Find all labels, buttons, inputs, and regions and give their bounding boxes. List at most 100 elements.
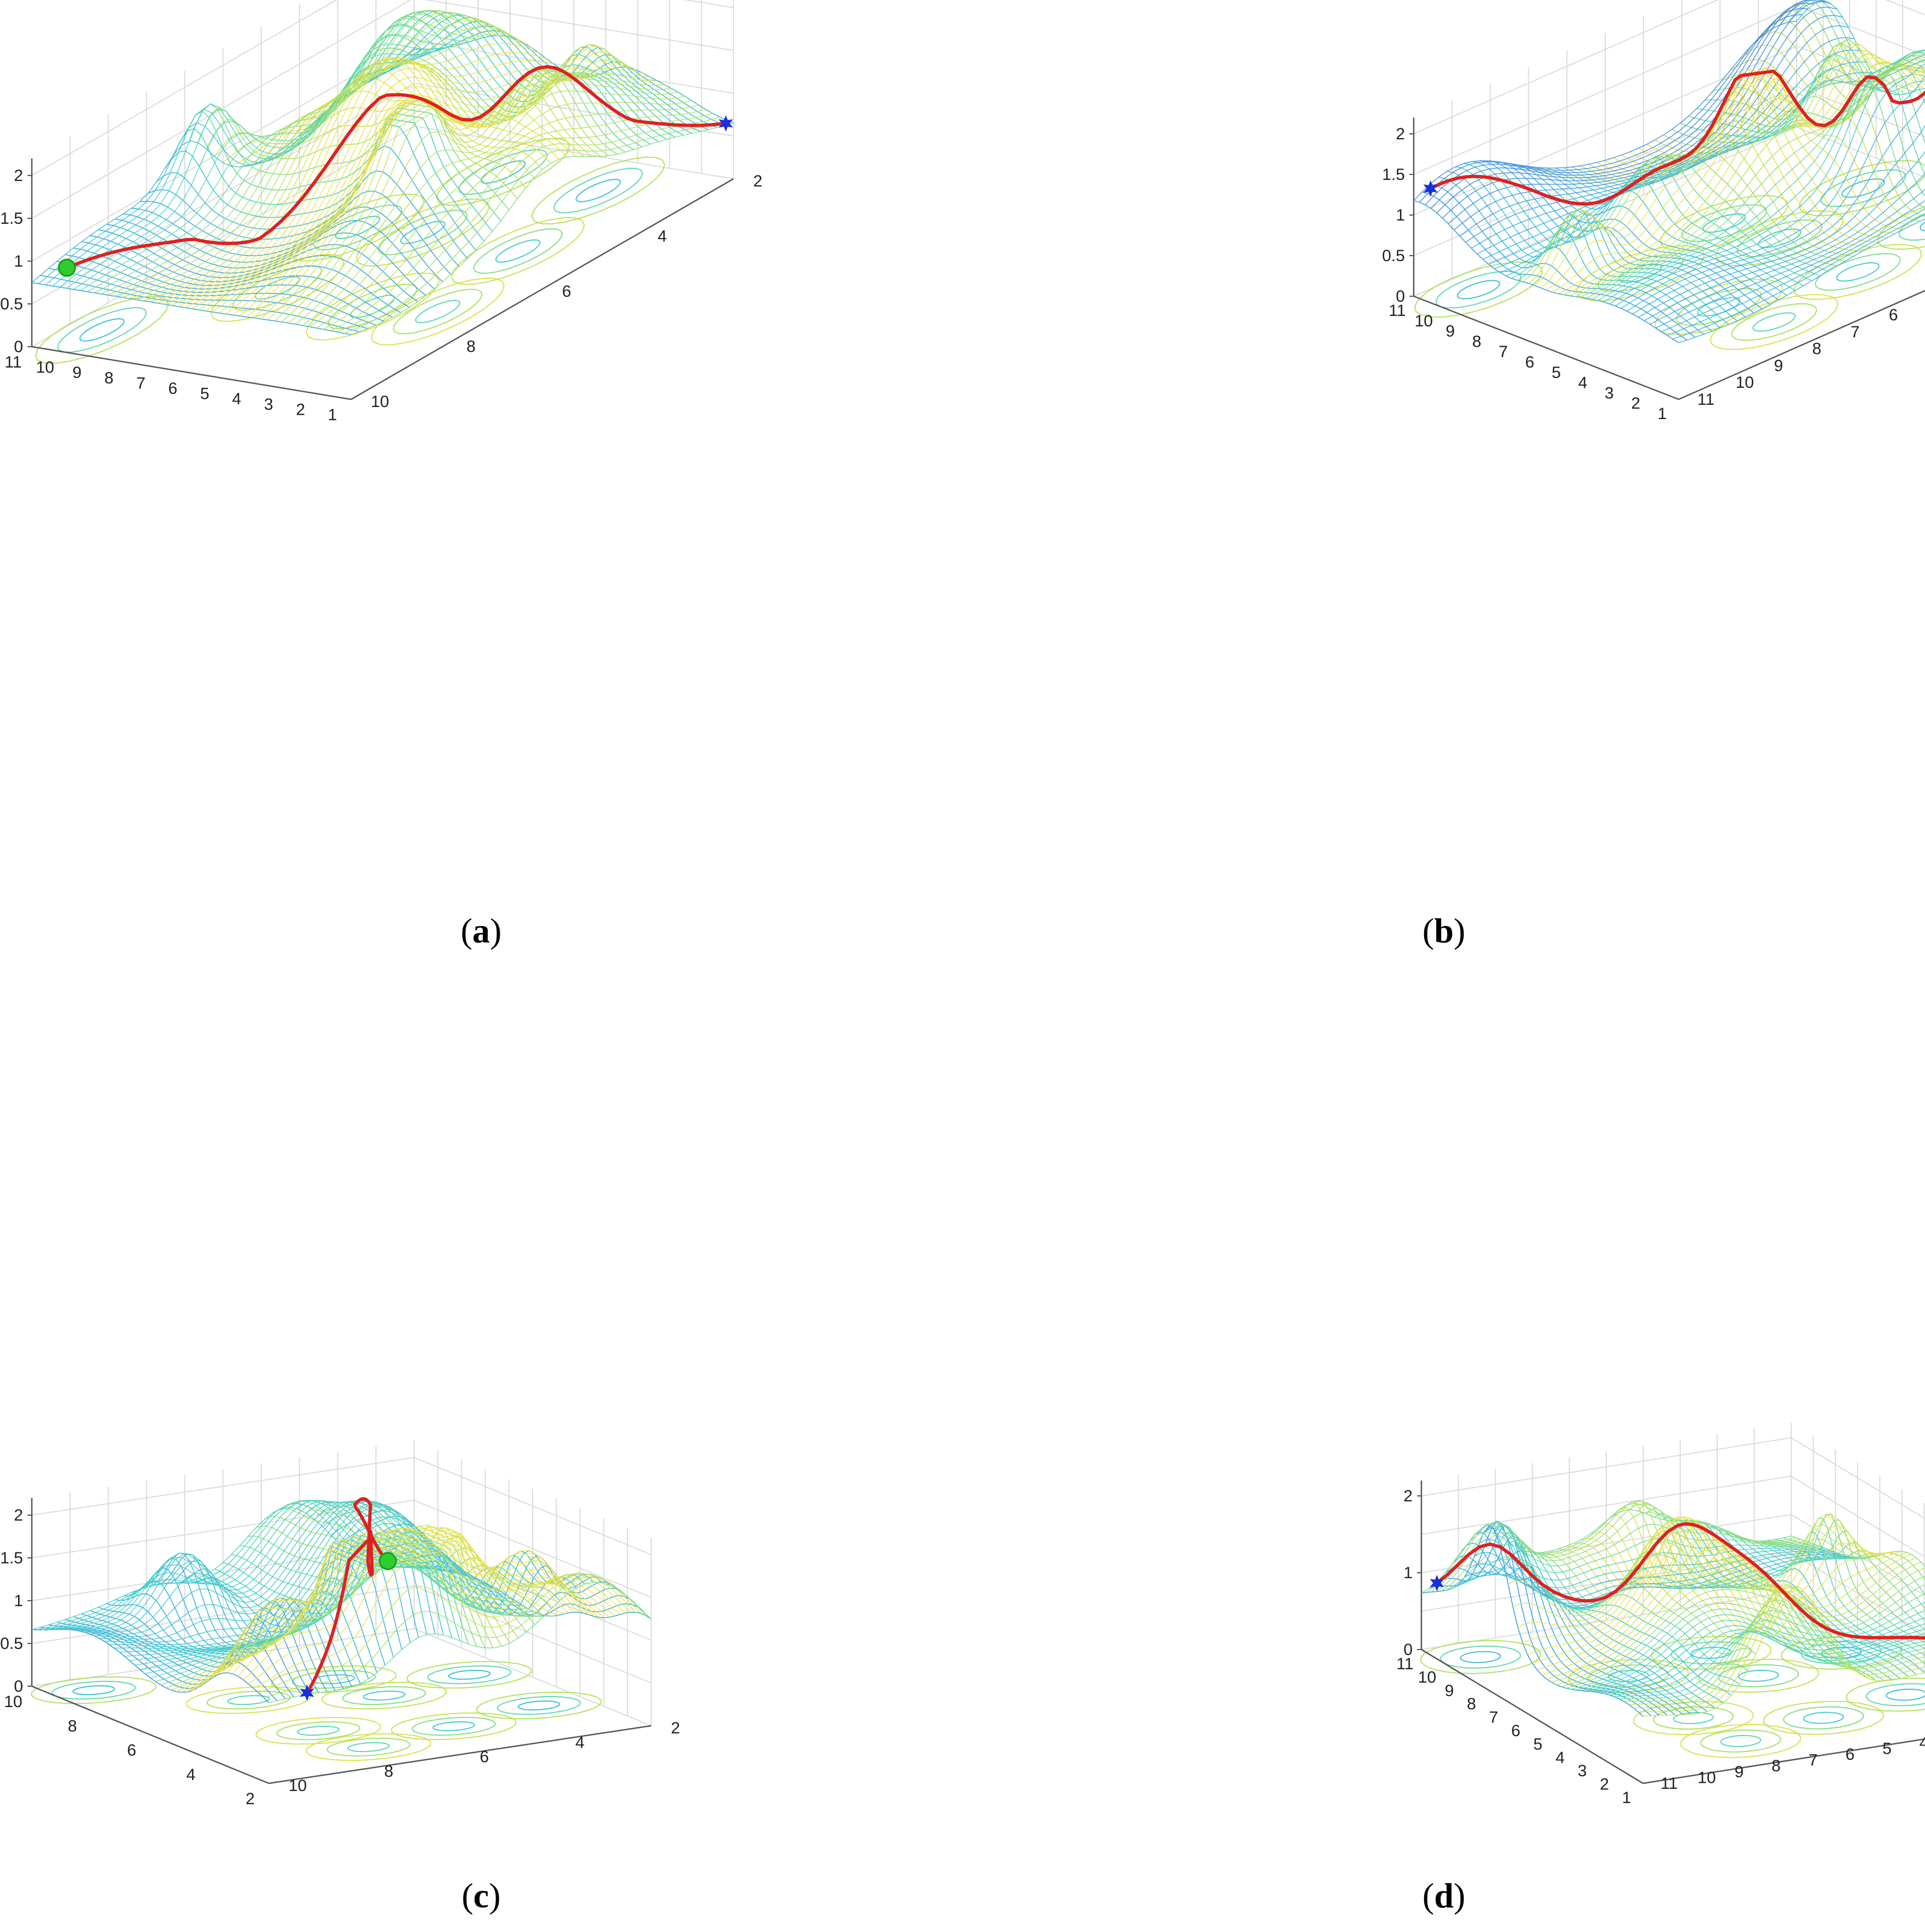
x-tick-label: 6: [127, 1742, 137, 1760]
x-tick-label: 6: [1525, 353, 1534, 371]
x-tick-label: 2: [1600, 1776, 1609, 1794]
z-tick-label: 1: [1403, 1564, 1413, 1582]
y-tick-label: 6: [1889, 306, 1898, 324]
y-tick-label: 5: [1882, 1739, 1892, 1758]
y-tick-label: 2: [671, 1719, 680, 1737]
surface-mesh: [1413, 0, 1925, 343]
y-tick-label: 4: [575, 1733, 585, 1752]
y-tick-label: 6: [480, 1748, 489, 1766]
y-tick-label: 9: [1735, 1763, 1744, 1781]
x-tick-label: 7: [1489, 1709, 1498, 1727]
caption-b: (b): [1422, 911, 1466, 950]
y-tick-label: 7: [1809, 1752, 1818, 1770]
x-tick-label: 4: [1555, 1749, 1565, 1767]
x-tick-label: 2: [1631, 394, 1640, 413]
y-tick-label: 9: [1774, 357, 1783, 375]
x-tick-label: 3: [1605, 384, 1614, 402]
panel-c: 0 0.5 1 1.5 2 10 8 6 4 2 2 4 6 8 10 (c): [0, 966, 962, 1932]
goal-marker: [300, 1684, 314, 1701]
x-tick-label: 5: [1533, 1735, 1543, 1753]
x-tick-label: 2: [246, 1790, 255, 1808]
floor-contours: [31, 1660, 602, 1761]
z-tick-label: 0: [1403, 1641, 1413, 1659]
z-tick-label: 0.5: [1382, 247, 1405, 265]
z-tick-label: 1.5: [0, 1549, 23, 1567]
x-tick-label: 1: [1658, 405, 1667, 423]
x-tick-label: 10: [36, 359, 54, 377]
planned-path: [306, 1497, 389, 1694]
axes-grid: [31, 0, 734, 347]
x-tick-label: 10: [4, 1693, 22, 1711]
x-tick-label: 6: [1511, 1722, 1521, 1740]
panel-b: 00.511.5211109876543211234567891011 (b): [963, 0, 1925, 966]
y-tick-label: 8: [466, 338, 476, 356]
caption-c: (c): [461, 1876, 501, 1915]
z-tick-label: 0: [14, 1677, 23, 1696]
axes-lines: [31, 1498, 652, 1784]
start-marker: [379, 1552, 397, 1571]
planned-path: [66, 65, 726, 269]
x-tick-label: 3: [1578, 1762, 1587, 1780]
goal-marker: [719, 115, 733, 132]
caption-a: (a): [460, 911, 502, 950]
x-tick-label: 8: [1467, 1695, 1476, 1713]
axes-lines: [31, 158, 734, 400]
x-tick-label: 5: [200, 385, 210, 403]
surface-mesh: [31, 10, 734, 335]
x-tick-label: 9: [1444, 1682, 1454, 1700]
x-tick-label: 1: [328, 406, 337, 424]
axes-lines: [1413, 117, 1925, 400]
planned-path: [1430, 69, 1925, 206]
panel-a: 0 0.5 1 1.5 2 11 10 9 8 7 6 5 4 3 2 1 2 4 6 8 10 (a): [0, 0, 962, 966]
z-tick-label: 0: [1396, 287, 1405, 306]
x-tick-label: 11: [4, 353, 21, 371]
x-tick-label: 10: [1418, 1668, 1436, 1686]
x-tick-label: 11: [1396, 1655, 1413, 1673]
x-tick-label: 10: [1415, 312, 1433, 330]
x-tick-label: 8: [1472, 332, 1482, 351]
y-tick-label: 11: [1661, 1775, 1678, 1793]
z-tick-label: 0.5: [0, 295, 23, 313]
y-tick-label: 4: [658, 228, 667, 246]
x-tick-label: 3: [264, 396, 273, 414]
y-tick-label: 8: [384, 1762, 393, 1781]
y-tick-label: 4: [1920, 1734, 1925, 1752]
surface-plot-d: 01211109876543211234567891011: [1396, 1422, 1925, 1807]
y-tick-label: 10: [371, 393, 389, 411]
z-tick-label: 1.5: [1382, 166, 1405, 184]
x-tick-label: 9: [1446, 323, 1455, 341]
y-tick-label: 6: [562, 283, 572, 301]
x-tick-label: 8: [68, 1717, 77, 1735]
goal-marker: [1430, 1574, 1444, 1591]
z-tick-label: 2: [14, 167, 23, 185]
x-tick-label: 5: [1551, 364, 1561, 382]
z-tick-label: 0.5: [0, 1635, 23, 1653]
surface-mesh: [31, 1500, 652, 1703]
x-tick-label: 2: [296, 400, 305, 419]
z-tick-label: 2: [14, 1506, 23, 1524]
y-tick-label: 10: [289, 1777, 307, 1795]
z-tick-label: 1: [14, 252, 23, 270]
y-tick-label: 10: [1736, 374, 1754, 392]
axes-grid: [1413, 0, 1925, 297]
x-tick-label: 7: [136, 374, 145, 392]
x-tick-label: 4: [232, 390, 241, 408]
x-tick-label: 4: [187, 1766, 196, 1784]
y-tick-label: 11: [1697, 391, 1714, 409]
start-marker: [58, 258, 76, 277]
y-tick-label: 6: [1845, 1745, 1855, 1764]
planned-path: [1436, 1522, 1925, 1640]
y-tick-label: 8: [1812, 340, 1821, 358]
goal-marker: [1423, 180, 1438, 197]
caption-d: (d): [1422, 1876, 1466, 1915]
surface-plot-b: 00.511.5211109876543211234567891011: [1382, 0, 1925, 423]
x-tick-label: 8: [104, 369, 114, 387]
x-tick-label: 1: [1622, 1789, 1632, 1807]
x-tick-label: 4: [1578, 374, 1588, 392]
surface-mesh: [1421, 1500, 1925, 1717]
x-tick-label: 11: [1388, 302, 1405, 320]
surface-plot-a: 0 0.5 1 1.5 2 11 10 9 8 7 6 5 4 3 2 1 2 4 6 8 10: [0, 0, 763, 424]
surface-plot-c: 0 0.5 1 1.5 2 10 8 6 4 2 2 4 6 8 10: [0, 1440, 680, 1808]
x-tick-label: 9: [72, 364, 82, 382]
axes-lines: [1420, 1481, 1925, 1784]
